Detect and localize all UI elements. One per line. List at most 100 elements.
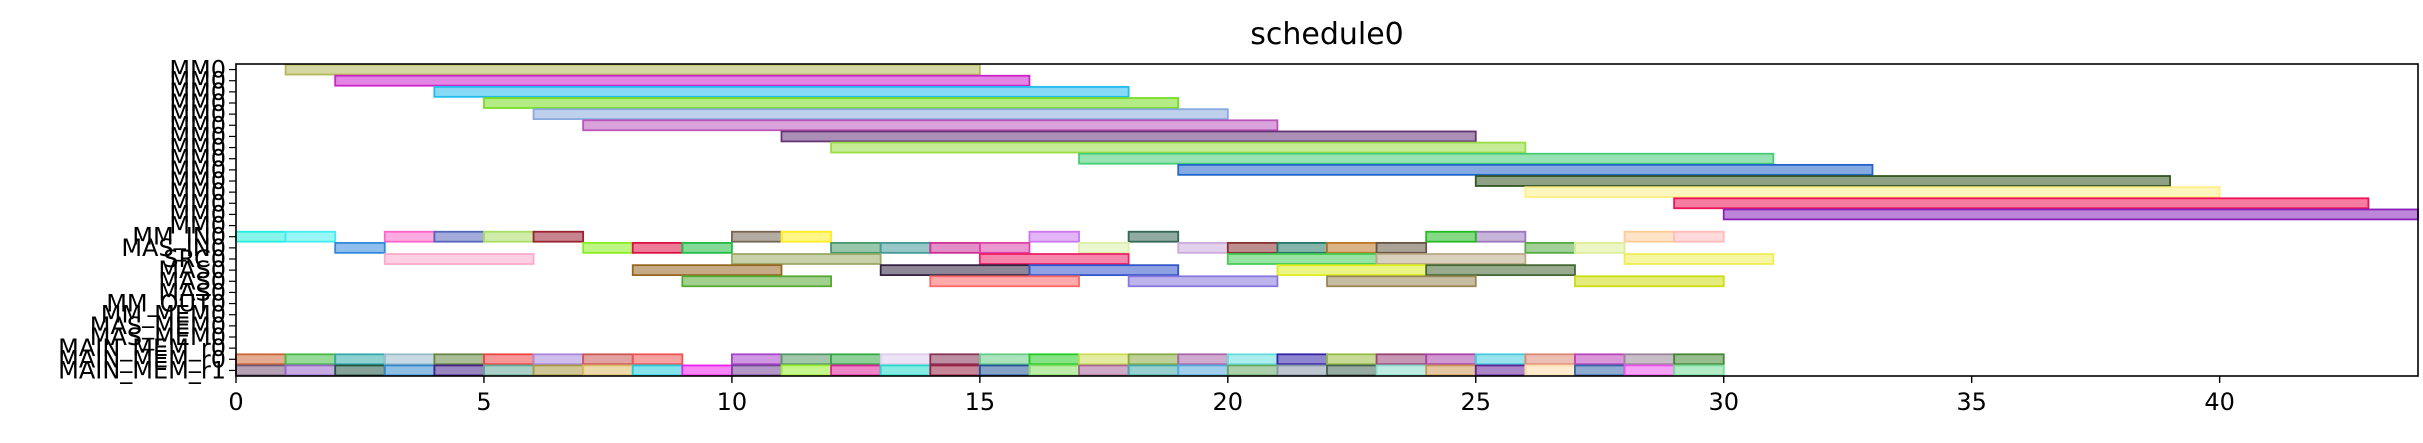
task-bar xyxy=(1078,364,1130,377)
task-bar xyxy=(1326,241,1378,254)
task-bar xyxy=(1028,264,1180,277)
y-tick-label: MAIN_MEM_r0 xyxy=(58,334,226,362)
task-bar xyxy=(582,353,634,366)
y-tick-label: MAS0 xyxy=(158,256,226,284)
task-bar xyxy=(631,364,684,377)
y-tick-label: MM0 xyxy=(169,212,226,240)
task-bar xyxy=(1276,241,1328,254)
task-bar xyxy=(1326,275,1477,288)
y-tick-label: MM_MEM0 xyxy=(101,301,226,329)
task-bar xyxy=(1028,353,1080,366)
task-bar xyxy=(284,364,337,377)
y-tick-label: MM0 xyxy=(169,156,226,184)
task-bar xyxy=(1425,230,1477,243)
task-bar xyxy=(1127,275,1279,288)
task-bar xyxy=(433,353,485,366)
y-tick-label: MAS_MEM0 xyxy=(90,323,226,351)
task-bar xyxy=(631,264,783,277)
task-bar xyxy=(1177,163,1874,176)
task-bar xyxy=(1425,353,1477,366)
x-tick-label: 35 xyxy=(1956,388,1987,416)
y-tick-label: MM0 xyxy=(169,100,226,128)
task-bar xyxy=(978,364,1031,377)
task-bar xyxy=(1425,364,1477,377)
task-bar xyxy=(1177,364,1229,377)
y-tick-label: MM0 xyxy=(169,178,226,206)
y-tick-label: MAS_IN0 xyxy=(121,234,226,262)
y-tick-label: MAIN_MEM_r1 xyxy=(58,356,226,384)
task-bar xyxy=(1425,264,1576,277)
y-tick-label: MM0 xyxy=(169,134,226,162)
task-bar xyxy=(1276,264,1428,277)
task-bar xyxy=(830,364,882,377)
task-bar xyxy=(483,97,1180,109)
task-bar xyxy=(1673,353,1725,366)
task-bar xyxy=(1028,230,1080,243)
task-bar xyxy=(334,74,1031,87)
task-bar xyxy=(830,353,882,366)
task-bar xyxy=(1722,208,2419,221)
task-bar xyxy=(731,364,783,377)
task-bar xyxy=(1474,175,2171,187)
task-bar xyxy=(681,364,733,377)
task-bar xyxy=(1028,364,1080,377)
task-bar xyxy=(780,230,832,243)
task-bar xyxy=(284,353,337,366)
task-bar xyxy=(532,230,585,243)
y-tick-label: MM0 xyxy=(169,78,226,106)
y-tick-label: MAS_MEM0 xyxy=(90,312,226,340)
task-bar xyxy=(1623,230,1676,243)
task-bar xyxy=(1474,353,1527,366)
task-bar xyxy=(1673,197,2370,210)
x-tick-label: 30 xyxy=(1708,388,1739,416)
chart-title: schedule0 xyxy=(1250,17,1404,52)
task-bar xyxy=(780,364,832,377)
task-bar xyxy=(383,353,436,366)
x-tick-label: 25 xyxy=(1460,388,1491,416)
y-tick-label: MAIN_MEM_r0 xyxy=(58,345,226,373)
task-bar xyxy=(780,353,832,366)
task-bar xyxy=(433,85,1130,98)
task-bar xyxy=(1078,353,1130,366)
task-bar xyxy=(879,364,932,377)
task-bar xyxy=(731,353,783,366)
task-bar xyxy=(1623,253,1775,265)
task-bar xyxy=(1375,253,1527,265)
task-bar xyxy=(1078,152,1775,165)
task-bar xyxy=(1574,275,1725,288)
task-bar xyxy=(1574,353,1626,366)
task-bar xyxy=(1127,230,1180,243)
task-bar xyxy=(929,241,981,254)
task-bar xyxy=(284,63,981,76)
task-bar xyxy=(681,275,832,288)
y-tick-label: MM0 xyxy=(169,200,226,228)
y-tick-label: MM0 xyxy=(169,56,226,84)
task-bar xyxy=(1226,253,1378,265)
y-tick-label: MM_OUT0 xyxy=(106,290,226,318)
task-bar xyxy=(631,353,684,366)
task-bar xyxy=(1524,364,1576,377)
task-bar xyxy=(483,230,535,243)
task-bar xyxy=(383,253,535,265)
y-tick-label: SRC0 xyxy=(163,245,226,273)
task-bar xyxy=(681,241,733,254)
task-bar xyxy=(1127,353,1180,366)
task-bar xyxy=(1474,230,1527,243)
y-tick-label: MM_IN0 xyxy=(132,223,226,251)
task-bar xyxy=(433,230,485,243)
task-bar xyxy=(879,241,932,254)
task-bar xyxy=(1623,364,1676,377)
task-bar xyxy=(1375,353,1428,366)
task-bar xyxy=(1177,241,1229,254)
task-bar xyxy=(1326,364,1378,377)
task-bar xyxy=(731,253,882,265)
task-bar xyxy=(334,353,386,366)
task-bar xyxy=(1524,186,2221,199)
task-bar xyxy=(284,230,337,243)
task-bar xyxy=(1375,241,1428,254)
task-bar xyxy=(532,108,1229,121)
task-bar xyxy=(780,130,1477,143)
task-bar xyxy=(830,141,1527,154)
x-axis: 0 5 10 15 20 25 30 35 40 xyxy=(228,376,2235,416)
